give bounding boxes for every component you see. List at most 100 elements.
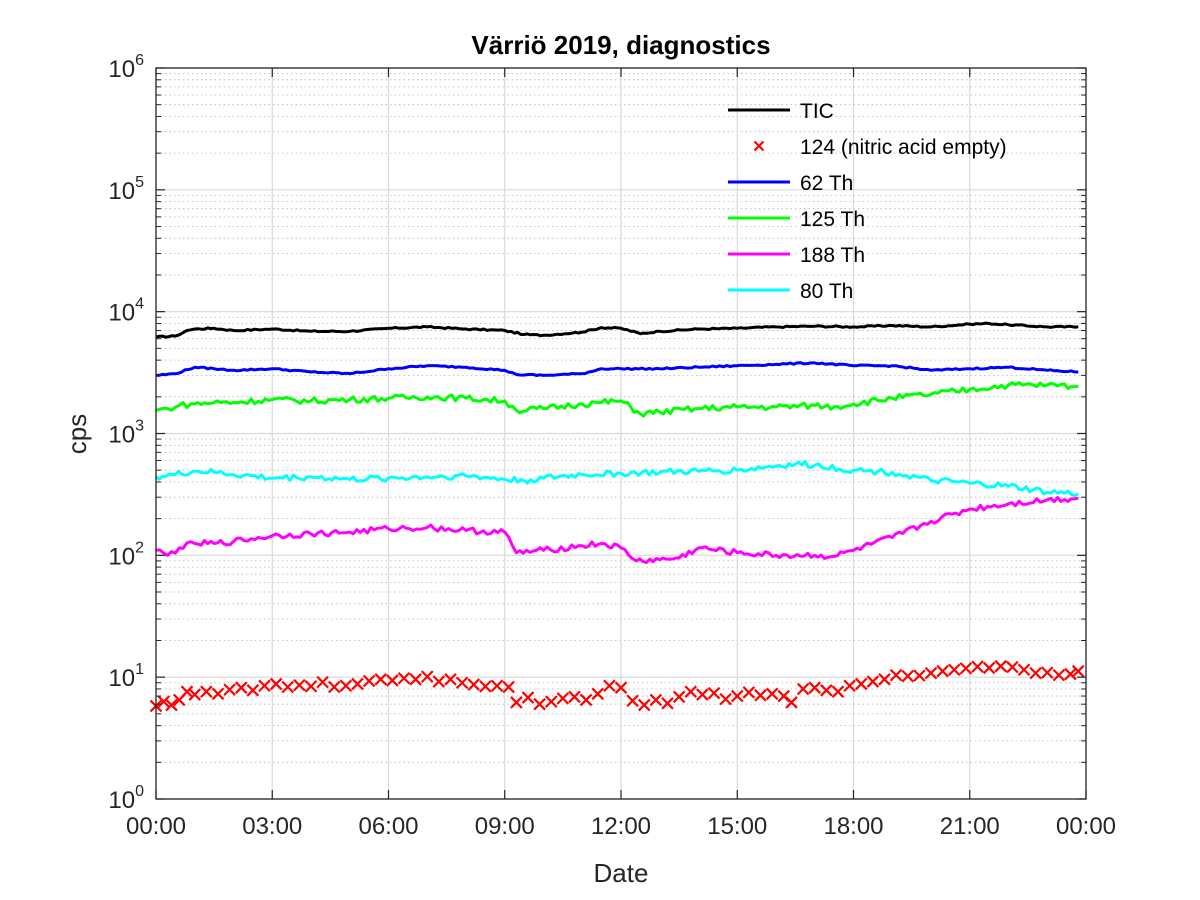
series-m124-marker <box>420 670 434 683</box>
x-axis-label: Date <box>594 858 649 888</box>
series-m124-marker <box>467 678 481 691</box>
x-tick-label: 09:00 <box>475 813 535 840</box>
series-m124-marker <box>510 696 523 709</box>
y-tick-base: 10 <box>108 300 135 327</box>
series-m124-marker <box>568 690 581 704</box>
legend-label-tic: TIC <box>800 100 834 123</box>
series-m124-marker <box>796 682 810 696</box>
series-m124-marker <box>878 673 891 686</box>
legend-swatch-m124 <box>753 140 765 152</box>
x-tick-label: 00:00 <box>126 813 186 840</box>
series-m124-marker <box>490 679 504 693</box>
y-tick-base: 10 <box>108 543 135 570</box>
series-m124-marker <box>234 681 248 694</box>
y-tick-base: 10 <box>108 422 135 449</box>
legend-label-th62: 62 Th <box>800 172 853 195</box>
series-m124-marker <box>556 692 570 705</box>
y-tick-label: 102 <box>108 539 144 570</box>
y-tick-label: 101 <box>108 661 144 692</box>
series-m124-marker <box>246 684 260 697</box>
series-m124-marker <box>327 680 341 694</box>
series-m124-marker <box>223 683 236 696</box>
series-m124-marker <box>409 673 422 686</box>
series-m124-marker <box>533 697 546 711</box>
series-m124-marker <box>742 686 756 699</box>
series-m124-marker <box>614 681 628 694</box>
series-m124-marker <box>362 674 376 688</box>
series-m124-marker <box>649 693 663 707</box>
series-th62-line <box>155 361 1079 377</box>
series-m124-marker <box>258 679 271 693</box>
series-m124-marker <box>603 679 616 693</box>
series-m124-marker <box>672 690 686 704</box>
y-tick-exponent: 1 <box>135 661 144 678</box>
x-tick-label: 03:00 <box>242 813 302 840</box>
y-tick-exponent: 3 <box>135 418 144 435</box>
chart-title: Värriö 2019, diagnostics <box>471 30 770 60</box>
series-m124-marker <box>1040 666 1054 679</box>
series-m124-marker <box>913 669 926 682</box>
series-m124-marker <box>211 687 225 701</box>
series-tic-line <box>155 321 1079 339</box>
series-m124-marker <box>188 688 202 701</box>
series-m124-marker <box>754 689 767 702</box>
series-m124-marker <box>200 685 213 698</box>
x-tick-label: 15:00 <box>707 813 767 840</box>
y-tick-base: 10 <box>108 178 135 205</box>
series-layer <box>149 321 1085 713</box>
legend-label-m124: 124 (nitric acid empty) <box>800 136 1007 159</box>
series-m124-marker <box>502 680 515 694</box>
series-m124-marker <box>269 677 283 691</box>
legend: TIC 124 (nitric acid empty) 62 Th 125 Th 188… <box>728 100 1007 303</box>
series-m124-marker <box>637 698 651 712</box>
series-m124-marker <box>1071 664 1085 678</box>
series-m124-marker <box>696 688 709 701</box>
series-m124-marker <box>1029 666 1042 680</box>
series-m124-marker <box>374 673 388 686</box>
series-m124-marker <box>889 668 903 682</box>
series-m124-marker <box>661 697 674 710</box>
plot-area <box>149 67 1087 800</box>
y-tick-exponent: 4 <box>135 296 144 313</box>
ticks <box>155 67 1087 800</box>
series-m124-marker <box>444 673 457 686</box>
series-m124-marker <box>1006 660 1019 674</box>
x-tick-label: 21:00 <box>940 813 1000 840</box>
series-m124-marker <box>157 695 171 708</box>
series-m124-marker <box>386 674 399 687</box>
series-m124-marker <box>544 695 558 708</box>
series-m124-marker <box>1064 667 1077 681</box>
y-tick-base: 10 <box>108 665 135 692</box>
y-tick-label: 106 <box>108 52 144 83</box>
y-tick-base: 10 <box>108 56 135 83</box>
series-m124-marker <box>730 689 744 703</box>
series-m124-marker <box>455 676 469 690</box>
x-tick-label: 00:00 <box>1056 813 1116 840</box>
y-tick-exponent: 6 <box>135 52 144 69</box>
series-m124-marker <box>293 678 306 692</box>
series-m124-marker <box>924 666 938 680</box>
y-axis-label: cps <box>62 414 92 454</box>
y-tick-exponent: 0 <box>135 783 144 800</box>
series-m124-marker <box>432 675 446 688</box>
series-m124-marker <box>843 679 856 693</box>
y-tick-exponent: 2 <box>135 539 144 556</box>
series-m124-marker <box>521 691 535 704</box>
series-m124-marker <box>479 680 492 693</box>
x-tick-label: 12:00 <box>591 813 651 840</box>
series-m124-marker <box>982 661 996 675</box>
series-m124-marker <box>707 686 721 700</box>
series-m124-marker <box>785 696 798 709</box>
series-m124-marker <box>579 693 593 707</box>
legend-label-th80: 80 Th <box>800 280 853 303</box>
x-tick-label: 06:00 <box>358 813 418 840</box>
series-m124-marker <box>397 671 411 685</box>
series-m124-marker <box>765 687 779 701</box>
series-m124-marker <box>866 675 880 688</box>
series-m124-marker <box>180 685 194 698</box>
series-m124-marker <box>165 698 178 712</box>
y-tick-label: 103 <box>108 418 144 449</box>
y-tick-exponent: 5 <box>135 174 144 191</box>
